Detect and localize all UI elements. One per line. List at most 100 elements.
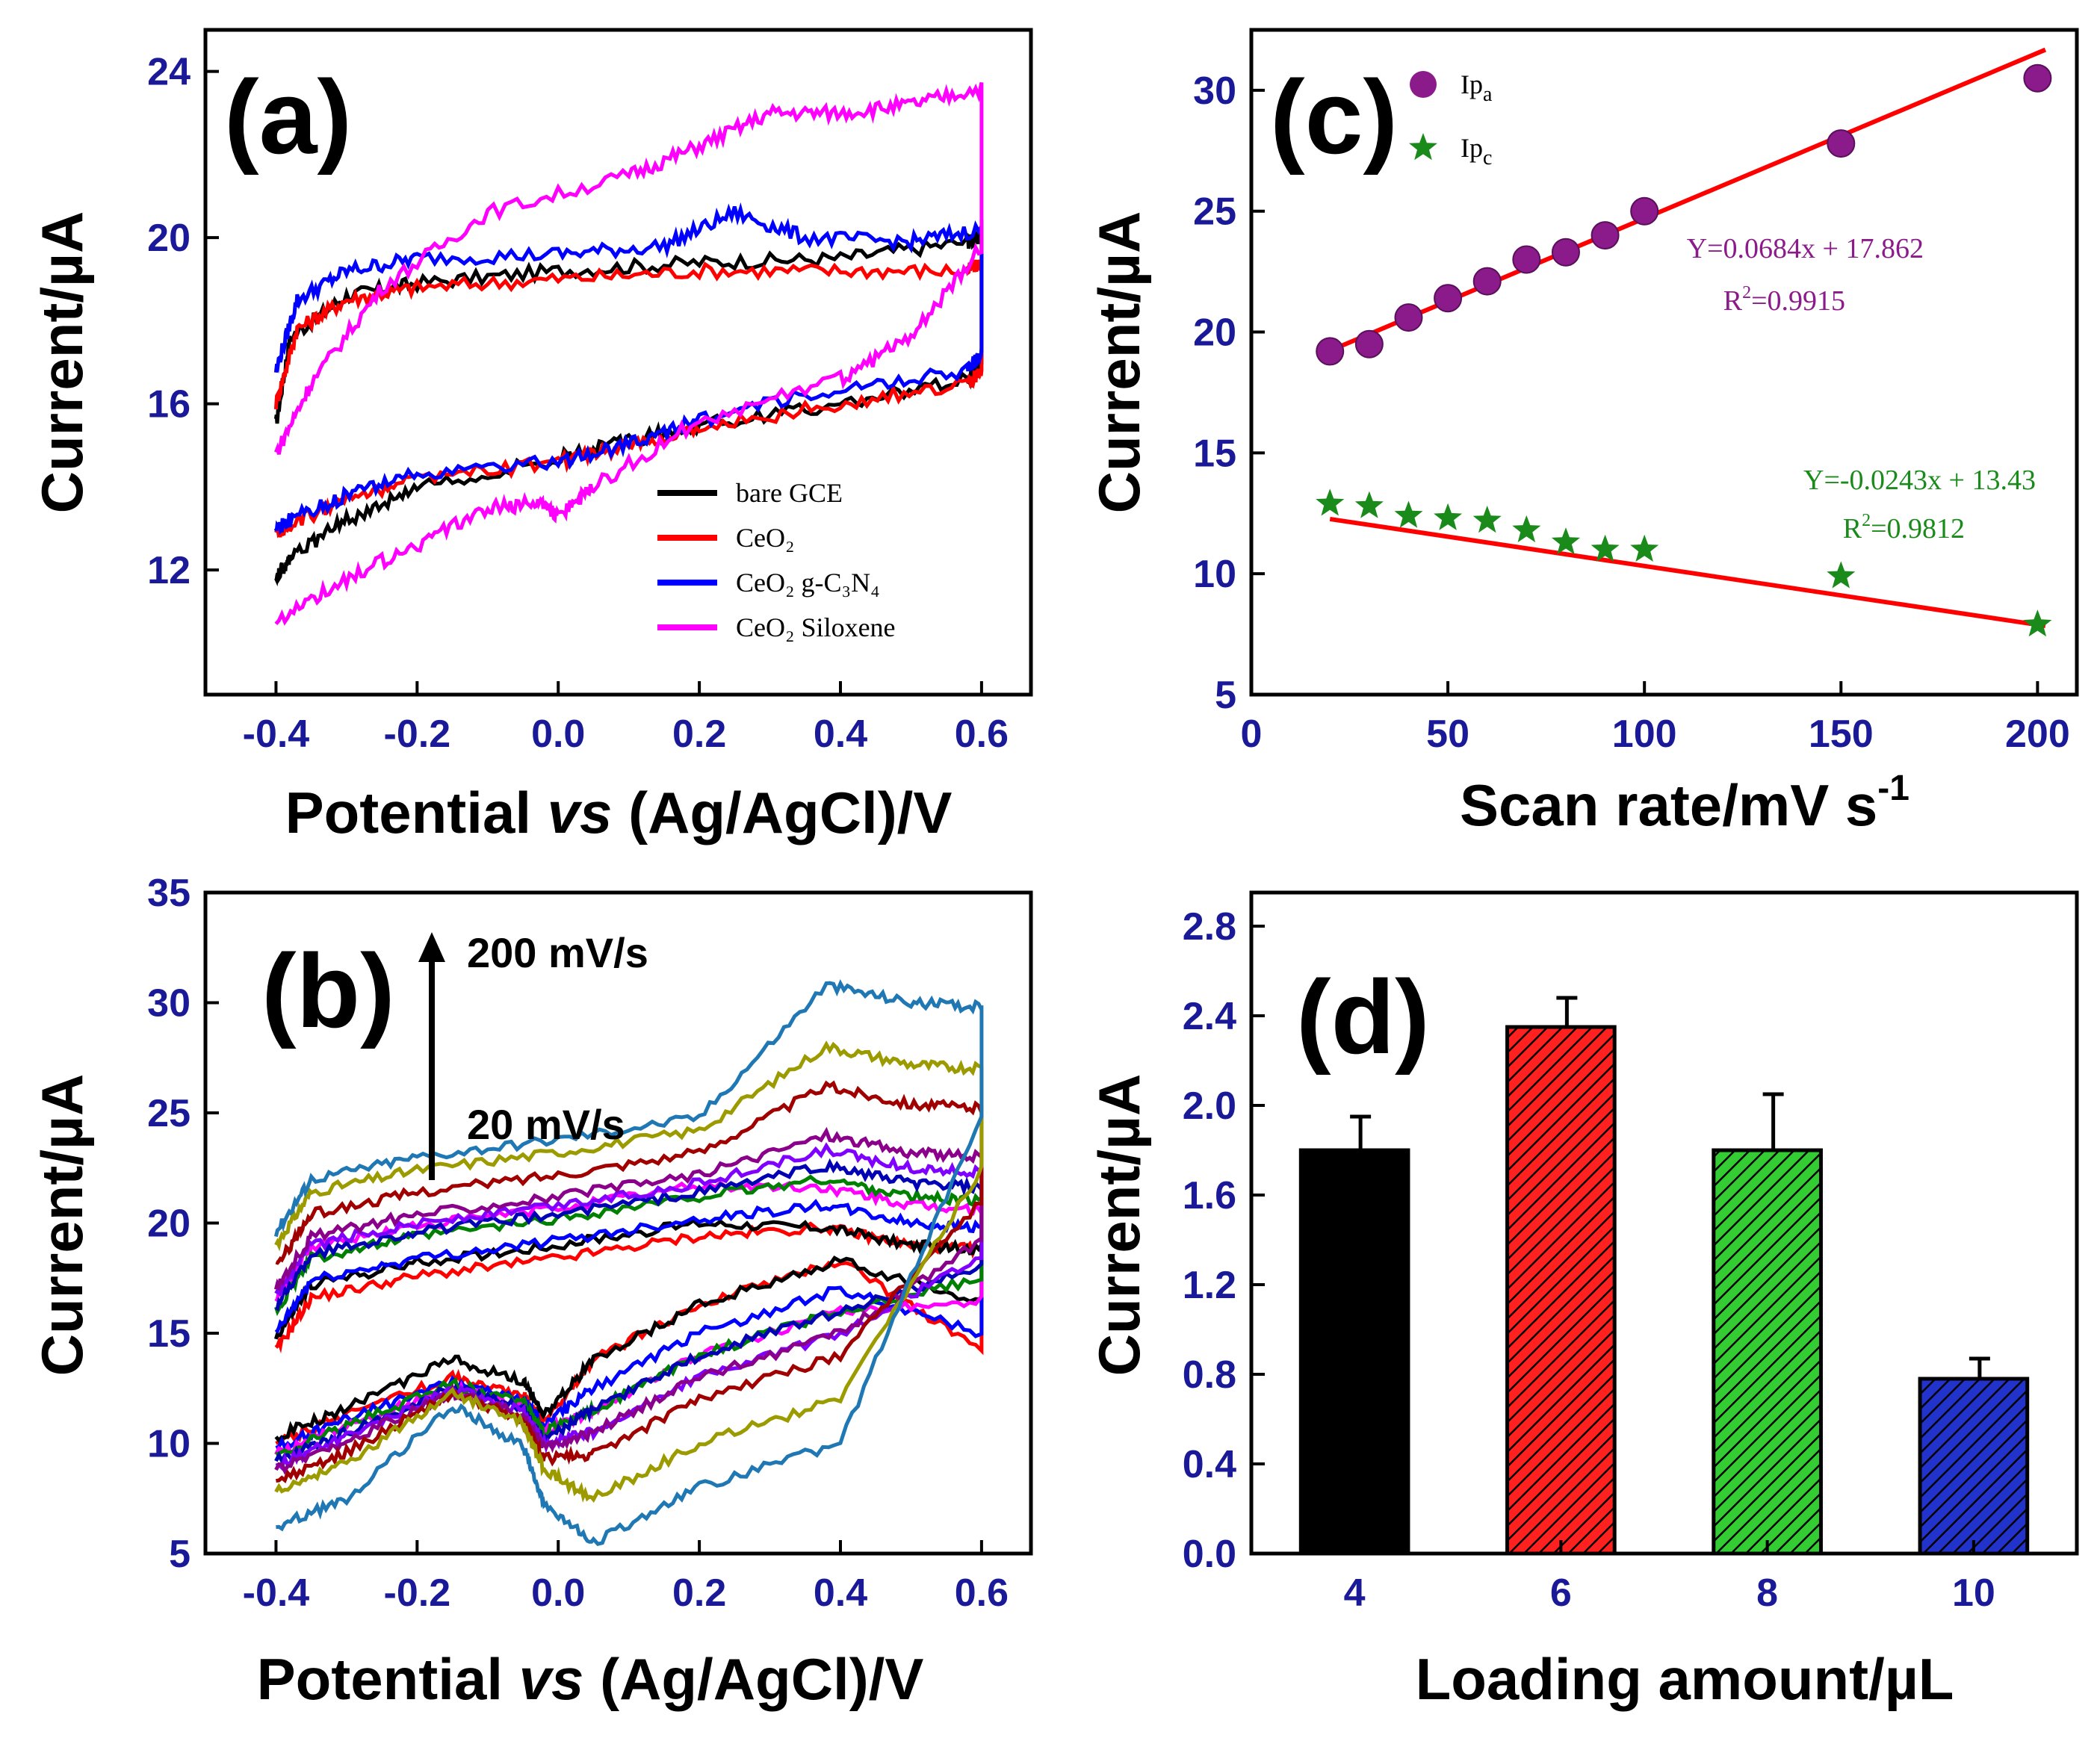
panel-c-xtick-label: 50 <box>1426 713 1469 756</box>
panel-c-series-group <box>1316 47 2052 637</box>
panel-b-ylabel: Current/µA <box>29 1074 95 1377</box>
panel-c-xtick-label: 0 <box>1241 713 1263 756</box>
panel-d-plot-frame <box>1249 890 2079 1556</box>
panel-d-bars-group <box>1298 996 2030 1556</box>
panel-d-xtick-label: 8 <box>1756 1571 1778 1615</box>
panel-b-letter: (b) <box>261 932 395 1049</box>
panel-c-point-c <box>1316 488 1345 516</box>
panel-b-xtick-label: 0.6 <box>955 1571 1009 1615</box>
panel-c-xtick-label: 150 <box>1809 713 1874 756</box>
panel-c-point-a <box>1630 196 1659 226</box>
panel-b-curve-200 <box>273 979 984 1546</box>
panel-a-chart: -0.4 -0.2 0.0 0.2 0.4 0.6 12 16 20 24 (a) Current… <box>29 28 1033 845</box>
panel-d-letter: (d) <box>1296 958 1430 1076</box>
panel-d-bar-4 <box>1298 1148 1410 1556</box>
panel-c-fit-r2-a: R2=0.9915 <box>1723 283 1845 317</box>
panel-b-annotation-20: 20 mV/s <box>467 1101 625 1148</box>
panel-c-ytick-label: 25 <box>1193 190 1236 234</box>
panel-c-point-c <box>1434 503 1463 530</box>
panel-a-curve-3 <box>274 81 984 626</box>
panel-c-ytick-label: 5 <box>1215 674 1236 717</box>
panel-c-fit-equations: Y=0.0684x + 17.862 R2=0.9915 Y=-0.0243x + … <box>1687 233 2036 544</box>
panel-b-ytick-label: 15 <box>147 1312 191 1356</box>
panel-b-ytick-label: 5 <box>169 1533 191 1576</box>
panel-a-legend-label: CeO₂ Siloxene <box>736 612 896 642</box>
panel-b-xtick-label: 0.4 <box>814 1571 867 1615</box>
panel-b-xtick-label: 0.0 <box>531 1571 585 1615</box>
panel-c-point-a <box>1434 284 1463 313</box>
panel-b-xtick-label: -0.4 <box>243 1571 310 1615</box>
panel-a-ylabel: Current/µA <box>29 211 95 514</box>
panel-c-point-c <box>1472 506 1502 533</box>
panel-b-ytick-label: 10 <box>147 1423 191 1466</box>
panel-c-point-a <box>1394 303 1423 332</box>
panel-c-legend-marker <box>1409 133 1437 161</box>
panel-c-ytick-label: 20 <box>1193 311 1236 355</box>
panel-c-legend: Ipa Ipc <box>1409 69 1493 170</box>
panel-a-curve-1 <box>273 259 984 539</box>
panel-d-ytick-label: 2.8 <box>1183 905 1236 949</box>
panel-a-curve-2 <box>273 202 984 536</box>
panel-c-point-c <box>1591 534 1620 562</box>
panel-b-curve-150 <box>274 1040 984 1503</box>
panel-d-ytick-label: 0.4 <box>1183 1443 1236 1486</box>
panel-a-axis-ticks: -0.4 -0.2 0.0 0.2 0.4 0.6 12 16 20 24 <box>147 51 1009 756</box>
panel-a-plot-frame <box>203 28 1033 697</box>
panel-b-ytick-label: 20 <box>147 1203 191 1246</box>
panel-d-bar-10 <box>1918 1377 2030 1556</box>
panel-d-xtick-label: 10 <box>1952 1571 1995 1615</box>
panel-d-bar-6 <box>1505 1025 1617 1556</box>
panel-c-point-c <box>2023 609 2052 637</box>
panel-c-letter: (c) <box>1270 58 1398 176</box>
panel-c-point-a <box>1551 238 1580 267</box>
panel-a-xlabel: Potential vs (Ag/AgCl)/V <box>285 780 953 845</box>
panel-a-xtick-label: -0.2 <box>384 713 451 756</box>
panel-d-ytick-label: 2.0 <box>1183 1084 1236 1128</box>
panel-d-xtick-label: 6 <box>1550 1571 1572 1615</box>
panel-a-xtick-label: -0.4 <box>243 713 310 756</box>
panel-a-ytick-label: 16 <box>147 383 191 426</box>
panel-c-point-a <box>1591 221 1620 250</box>
panel-a-legend-label: CeO₂ g-C₃N₄ <box>736 568 880 598</box>
panel-b-chart: -0.4 -0.2 0.0 0.2 0.4 0.6 5 10 15 20 25 30 35 (b) Cu… <box>29 872 1033 1712</box>
panel-c-fit-equation-c: Y=-0.0243x + 13.43 <box>1803 465 2036 496</box>
panel-d-ytick-label: 0.0 <box>1183 1533 1236 1576</box>
panel-c-point-c <box>1827 561 1856 589</box>
panel-c-point-c <box>1394 500 1423 528</box>
panel-d-bar-8 <box>1712 1148 1823 1556</box>
panel-d-chart: 4 6 8 10 0.0 0.4 0.8 1.2 1.6 2.0 2.4 2.8 (d) Curren… <box>1086 890 2079 1712</box>
panel-d-ytick-label: 0.8 <box>1183 1353 1236 1397</box>
panel-c-axis-ticks: 0 50 100 150 200 5 10 15 20 25 30 <box>1193 69 2070 756</box>
panel-c-point-a <box>1354 329 1384 359</box>
panel-a-xtick-label: 0.6 <box>955 713 1009 756</box>
panel-c-point-c <box>1354 491 1384 518</box>
panel-a-xtick-label: 0.0 <box>531 713 585 756</box>
panel-c-ytick-label: 15 <box>1193 432 1236 475</box>
panel-d-xlabel: Loading amount/µL <box>1416 1646 1954 1712</box>
panel-c-plot-frame <box>1249 28 2079 697</box>
panel-c-legend-label: Ipa <box>1461 69 1493 106</box>
panel-c-fit-r2-c: R2=0.9812 <box>1843 511 1965 544</box>
panel-c-xtick-label: 100 <box>1612 713 1677 756</box>
panel-a-ytick-label: 12 <box>147 549 191 592</box>
panel-c-chart: 0 50 100 150 200 5 10 15 20 25 30 (c) Current/µA S… <box>1086 28 2079 838</box>
panel-d-axis-ticks: 4 6 8 10 0.0 0.4 0.8 1.2 1.6 2.0 2.4 2.8 <box>1183 905 1995 1615</box>
panel-b-xtick-label: -0.2 <box>384 1571 451 1615</box>
panel-a-legend-label: bare GCE <box>736 478 843 508</box>
panel-c-point-a <box>1316 337 1345 366</box>
panel-a-series-group <box>273 81 984 626</box>
panel-c-legend-marker <box>1410 71 1437 98</box>
panel-c-point-a <box>1512 245 1541 274</box>
panel-b-ytick-label: 25 <box>147 1092 191 1135</box>
panel-b-axis-ticks: -0.4 -0.2 0.0 0.2 0.4 0.6 5 10 15 20 25 30 35 <box>147 872 1009 1615</box>
panel-a-ytick-label: 20 <box>147 217 191 260</box>
panel-b-xlabel: Potential vs (Ag/AgCl)/V <box>257 1646 924 1712</box>
panel-c-xtick-label: 200 <box>2005 713 2070 756</box>
panel-c-ytick-label: 10 <box>1193 553 1236 596</box>
panel-c-fit-equation-a: Y=0.0684x + 17.862 <box>1687 233 1924 264</box>
panel-d-ylabel: Current/µA <box>1086 1074 1152 1377</box>
panel-b-annotation-200: 200 mV/s <box>467 929 648 976</box>
panel-d-ytick-label: 1.6 <box>1183 1174 1236 1217</box>
panel-a-letter: (a) <box>224 58 352 176</box>
